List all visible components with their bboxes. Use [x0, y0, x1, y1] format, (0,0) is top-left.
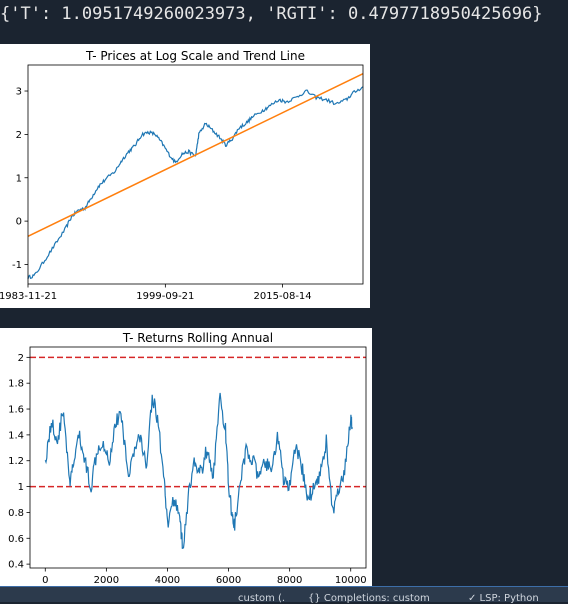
x-tick-label: 8000: [277, 575, 302, 586]
x-tick-label: 2000: [94, 575, 119, 586]
y-tick-label: 2: [16, 130, 22, 141]
chart-title: T- Returns Rolling Annual: [122, 331, 273, 345]
y-tick-label: 1.6: [8, 405, 24, 416]
x-tick-label: 6000: [216, 575, 241, 586]
output-dict-text: {'T': 1.0951749260023973, 'RGTI': 0.4797…: [0, 4, 543, 24]
y-tick-label: 1.2: [8, 456, 24, 467]
y-tick-label: 3: [16, 87, 22, 98]
x-tick-label: 0: [42, 575, 48, 586]
axes-frame: [29, 346, 367, 569]
series-line-0: [27, 86, 364, 280]
series-line-1: [27, 72, 364, 237]
y-tick-label: 1: [18, 482, 24, 493]
status-bar: custom (. {} Completions: custom ✓ LSP: …: [0, 586, 568, 604]
returns-rolling-plot: T- Returns Rolling Annual 0.4 0.6 0.8 1 1.2 1.…: [0, 328, 372, 586]
y-tick-label: 0.4: [8, 560, 24, 571]
y-tick-label: 0: [16, 217, 22, 228]
prices-log-scale-plot: T- Prices at Log Scale and Trend Line -1 0…: [0, 44, 370, 308]
y-tick-label: 1.4: [8, 430, 24, 441]
y-tick-label: 1: [16, 173, 22, 184]
y-tick-label: 1.8: [8, 379, 24, 390]
x-tick-label: 4000: [155, 575, 180, 586]
y-tick-label: 0.8: [8, 508, 24, 519]
status-item-kernel[interactable]: custom (.: [238, 593, 286, 604]
returns-chart-svg: T- Returns Rolling Annual 0.4 0.6 0.8 1 1.2 1.…: [8, 331, 367, 586]
y-tick-label: 2: [18, 353, 24, 364]
y-tick-label: -1: [12, 260, 22, 271]
prices-chart-svg: T- Prices at Log Scale and Trend Line -1 0…: [0, 49, 364, 302]
chart-title: T- Prices at Log Scale and Trend Line: [85, 49, 305, 63]
status-item-completions[interactable]: {} Completions: custom: [308, 593, 430, 604]
y-tick-label: 0.6: [8, 534, 24, 545]
x-tick-label: 10000: [335, 575, 367, 586]
status-item-lsp[interactable]: ✓ LSP: Python: [468, 593, 539, 604]
axes-frame: [27, 64, 364, 285]
x-tick-label: 1999-09-21: [136, 291, 194, 302]
x-tick-label: 1983-11-21: [0, 291, 57, 302]
series-line-0: [44, 392, 353, 549]
x-tick-label: 2015-08-14: [254, 291, 312, 302]
